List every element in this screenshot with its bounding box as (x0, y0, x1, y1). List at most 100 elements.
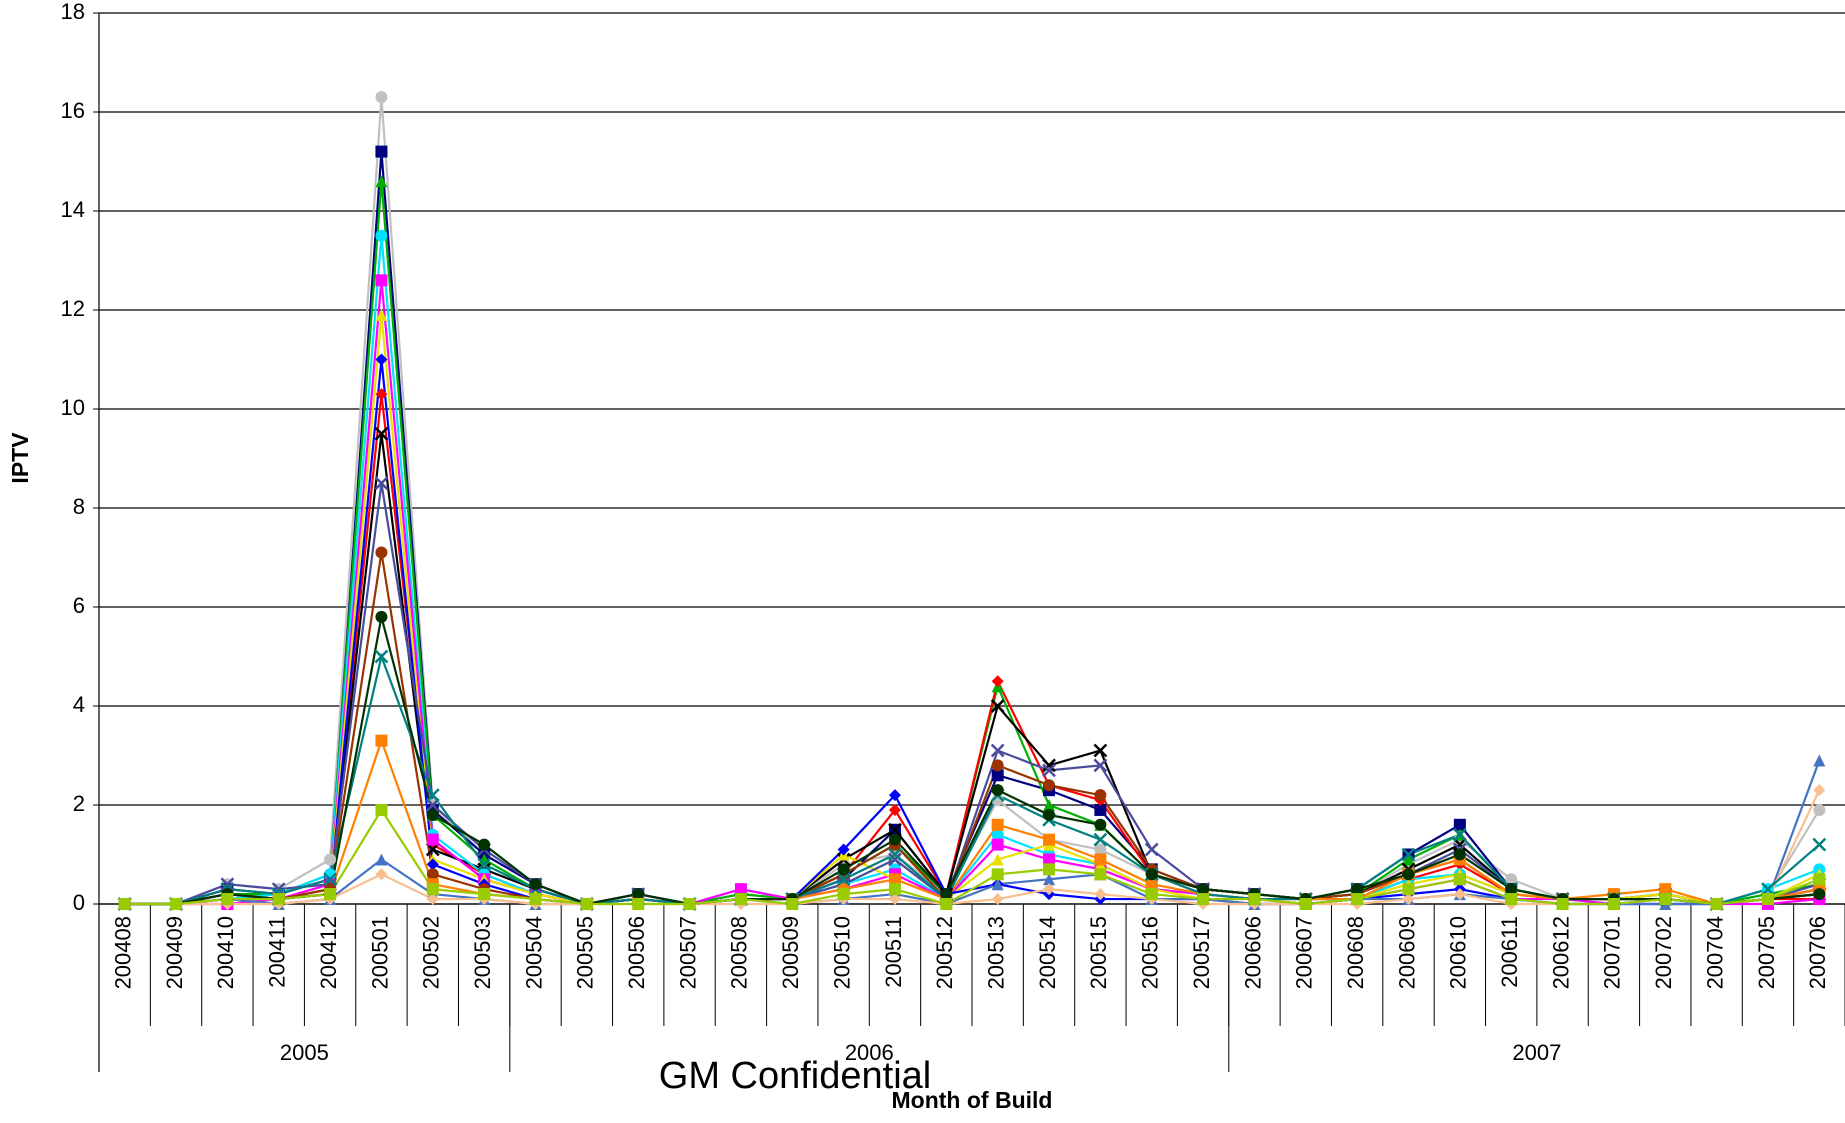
marker (991, 838, 1004, 851)
y-tick-label: 16 (61, 98, 85, 123)
marker (991, 759, 1004, 772)
x-tick-label: 200608 (1343, 916, 1368, 989)
marker (734, 893, 747, 906)
x-tick-label: 200706 (1805, 916, 1830, 989)
x-tick-label: 200504 (521, 916, 546, 989)
marker (1093, 743, 1108, 758)
marker (990, 699, 1005, 713)
marker (1452, 827, 1467, 842)
x-tick-label: 200503 (470, 916, 495, 989)
y-tick-label: 6 (73, 593, 85, 618)
marker (1659, 883, 1672, 896)
marker (1043, 873, 1056, 886)
x-tick-label: 200607 (1292, 916, 1317, 989)
marker (1145, 878, 1158, 891)
marker (324, 853, 337, 866)
marker (375, 274, 388, 287)
group-label: 2006 (845, 1040, 894, 1065)
y-tick-label: 14 (61, 197, 85, 222)
marker (1145, 888, 1158, 901)
x-tick-label: 200606 (1240, 916, 1265, 989)
marker (1813, 888, 1826, 901)
marker (991, 893, 1004, 906)
marker (1299, 898, 1312, 910)
marker (1401, 847, 1416, 862)
y-tick-label: 18 (61, 0, 85, 24)
marker (888, 833, 901, 846)
x-tick-label: 200507 (675, 916, 700, 989)
marker (734, 883, 747, 896)
x-tick-label: 200412 (316, 916, 341, 989)
marker (478, 838, 491, 851)
marker (375, 868, 388, 881)
x-tick-label: 200501 (367, 916, 392, 989)
watermark: GM Confidential (659, 1055, 931, 1097)
x-tick-label: 200508 (727, 916, 752, 989)
marker (170, 898, 183, 910)
marker (426, 858, 439, 871)
marker (324, 888, 337, 901)
marker (478, 888, 491, 901)
marker (220, 877, 235, 892)
marker (1093, 758, 1108, 773)
marker (1093, 832, 1108, 847)
marker (991, 784, 1004, 797)
group-label: 2005 (280, 1040, 329, 1065)
marker (991, 868, 1004, 881)
marker (374, 476, 389, 491)
marker (1556, 898, 1569, 910)
x-tick-label: 200411 (265, 916, 290, 988)
marker (888, 852, 902, 867)
marker (1659, 893, 1672, 906)
marker (837, 888, 850, 901)
marker (991, 675, 1004, 688)
marker (1351, 893, 1364, 906)
marker (272, 893, 285, 906)
marker (375, 145, 388, 158)
marker (888, 883, 901, 896)
marker (375, 308, 388, 321)
marker (888, 822, 902, 837)
marker (1094, 853, 1107, 866)
marker (1043, 799, 1056, 811)
marker (426, 808, 439, 821)
marker (888, 847, 902, 862)
x-tick-label: 200611 (1497, 916, 1522, 988)
series-line (124, 552, 1820, 906)
marker (529, 878, 542, 891)
marker (375, 175, 388, 188)
x-tick-label: 200612 (1548, 916, 1573, 989)
marker (1094, 789, 1107, 802)
marker (323, 872, 337, 887)
marker (837, 863, 850, 876)
marker (426, 833, 439, 846)
marker (990, 743, 1005, 758)
marker (375, 734, 388, 747)
marker (683, 898, 696, 910)
marker (1043, 883, 1056, 896)
y-axis-label: IPTV (7, 432, 33, 484)
series-line (124, 737, 1820, 906)
marker (1043, 779, 1056, 792)
marker (1402, 853, 1415, 866)
marker (991, 769, 1004, 782)
x-tick-label: 200502 (419, 916, 444, 989)
marker (529, 893, 542, 906)
marker (1453, 873, 1466, 886)
marker (1402, 868, 1415, 881)
marker (375, 853, 388, 866)
marker (1453, 888, 1466, 901)
x-tick-label: 200512 (932, 916, 957, 989)
x-tick-label: 200610 (1446, 916, 1471, 989)
marker (837, 843, 850, 856)
marker (1813, 873, 1826, 886)
marker (221, 893, 234, 906)
marker (632, 898, 645, 910)
marker (1402, 883, 1415, 896)
x-tick-label: 200516 (1138, 916, 1163, 989)
marker (1042, 763, 1056, 778)
x-tick-label: 200505 (573, 916, 598, 989)
marker (1453, 848, 1466, 861)
x-tick-label: 200513 (983, 916, 1008, 989)
marker (1761, 893, 1774, 906)
